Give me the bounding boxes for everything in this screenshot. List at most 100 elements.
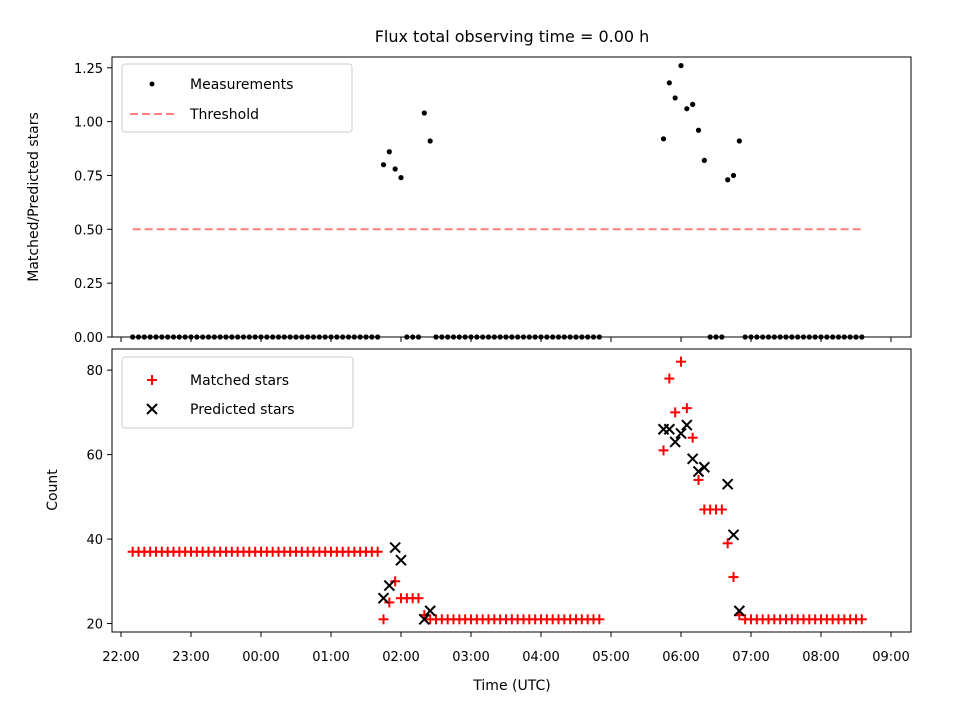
measurement-point xyxy=(847,334,853,340)
x-tick-label: 00:00 xyxy=(242,650,279,665)
predicted-star-point xyxy=(424,605,436,617)
measurement-point xyxy=(789,334,795,340)
measurement-point xyxy=(322,334,328,340)
measurement-point xyxy=(305,334,311,340)
measurement-point xyxy=(730,172,737,179)
matched-star-point xyxy=(384,597,395,608)
predicted-star-point xyxy=(663,423,676,435)
matched-star-point xyxy=(716,504,727,515)
legend-predicted-marker xyxy=(146,403,158,415)
matched-star-point xyxy=(687,432,698,443)
bottom-y-axis-label: Count xyxy=(45,469,61,511)
x-tick-label: 05:00 xyxy=(592,650,629,665)
measurement-point xyxy=(194,334,200,340)
predicted-star-point xyxy=(686,453,699,465)
measurement-point xyxy=(818,334,824,340)
measurement-point xyxy=(229,334,235,340)
measurement-point xyxy=(760,334,766,340)
measurement-point xyxy=(725,177,731,183)
measurement-point xyxy=(544,334,550,340)
measurement-point xyxy=(666,80,672,86)
measurement-point xyxy=(491,334,497,340)
measurement-point xyxy=(590,334,597,340)
matched-star-point xyxy=(372,546,383,557)
measurement-point xyxy=(375,334,381,340)
matched-star-point xyxy=(722,538,733,549)
matched-star-point xyxy=(693,474,704,485)
measurement-point xyxy=(485,334,492,340)
matched-star-point xyxy=(378,614,389,625)
measurement-point xyxy=(672,95,678,101)
predicted-star-point xyxy=(733,605,746,617)
legend-matched-marker xyxy=(147,375,157,385)
top-y-tick-label: 1.25 xyxy=(74,62,103,77)
measurement-point xyxy=(130,334,136,340)
measurement-point xyxy=(550,334,556,340)
measurement-point xyxy=(445,334,451,340)
measurement-point xyxy=(404,334,410,340)
measurement-point xyxy=(176,334,182,340)
measurement-point xyxy=(812,334,818,340)
measurement-point xyxy=(509,334,515,340)
measurement-point xyxy=(690,101,696,107)
measurement-point xyxy=(765,334,772,340)
measurement-point xyxy=(783,334,789,340)
measurement-point xyxy=(159,334,165,340)
matched-star-point xyxy=(670,407,681,418)
measurement-point xyxy=(561,334,567,340)
matched-star-point xyxy=(681,403,692,414)
bottom-legend: Matched stars Predicted stars xyxy=(121,356,354,429)
measurement-point xyxy=(211,334,217,340)
measurement-point xyxy=(497,334,503,340)
measurement-point xyxy=(450,334,457,340)
measurement-point xyxy=(351,334,357,340)
measurement-point xyxy=(701,157,707,163)
measurement-point xyxy=(853,334,859,340)
measurement-point xyxy=(824,334,830,340)
measurement-point xyxy=(474,334,480,340)
measurement-point xyxy=(538,334,544,340)
measurement-point xyxy=(223,334,229,340)
measurement-point xyxy=(386,149,392,155)
measurement-point xyxy=(800,334,807,340)
predicted-star-point xyxy=(377,592,390,604)
measurement-point xyxy=(520,334,527,340)
measurement-point xyxy=(713,334,719,340)
x-tick-label: 03:00 xyxy=(452,650,489,665)
predicted-star-point xyxy=(721,478,734,490)
bottom-y-tick-label: 80 xyxy=(86,364,103,379)
measurement-point xyxy=(240,334,247,340)
matched-star-point xyxy=(390,576,401,587)
measurement-point xyxy=(439,334,445,340)
measurement-point xyxy=(275,334,282,340)
predicted-star-point xyxy=(383,579,396,592)
measurement-point xyxy=(392,166,398,172)
matched-star-point xyxy=(664,373,675,384)
measurement-point xyxy=(573,334,579,340)
measurement-point xyxy=(217,334,223,340)
measurement-point xyxy=(456,334,462,340)
predicted-star-point xyxy=(698,461,711,473)
measurement-point xyxy=(398,175,404,181)
measurement-point xyxy=(200,334,206,340)
x-tick-label: 08:00 xyxy=(802,650,839,665)
measurement-point xyxy=(567,334,573,340)
x-tick-label: 02:00 xyxy=(382,650,419,665)
measurement-point xyxy=(596,334,602,340)
predicted-star-point xyxy=(389,541,401,554)
measurement-point xyxy=(719,334,725,340)
measurement-point xyxy=(841,334,847,340)
matched-star-point xyxy=(413,593,424,604)
measurement-point xyxy=(270,334,276,340)
measurement-point xyxy=(462,334,468,340)
measurement-point xyxy=(293,334,299,340)
measurement-point xyxy=(258,334,264,340)
top-y-tick-label: 0.25 xyxy=(74,277,103,292)
legend-predicted-label: Predicted stars xyxy=(190,402,295,418)
measurement-point xyxy=(410,334,416,340)
measurement-point xyxy=(246,334,252,340)
x-tick-label: 06:00 xyxy=(662,650,699,665)
top-y-tick-label: 1.00 xyxy=(74,116,103,131)
predicted-star-point xyxy=(395,554,407,566)
measurement-point xyxy=(835,334,842,340)
